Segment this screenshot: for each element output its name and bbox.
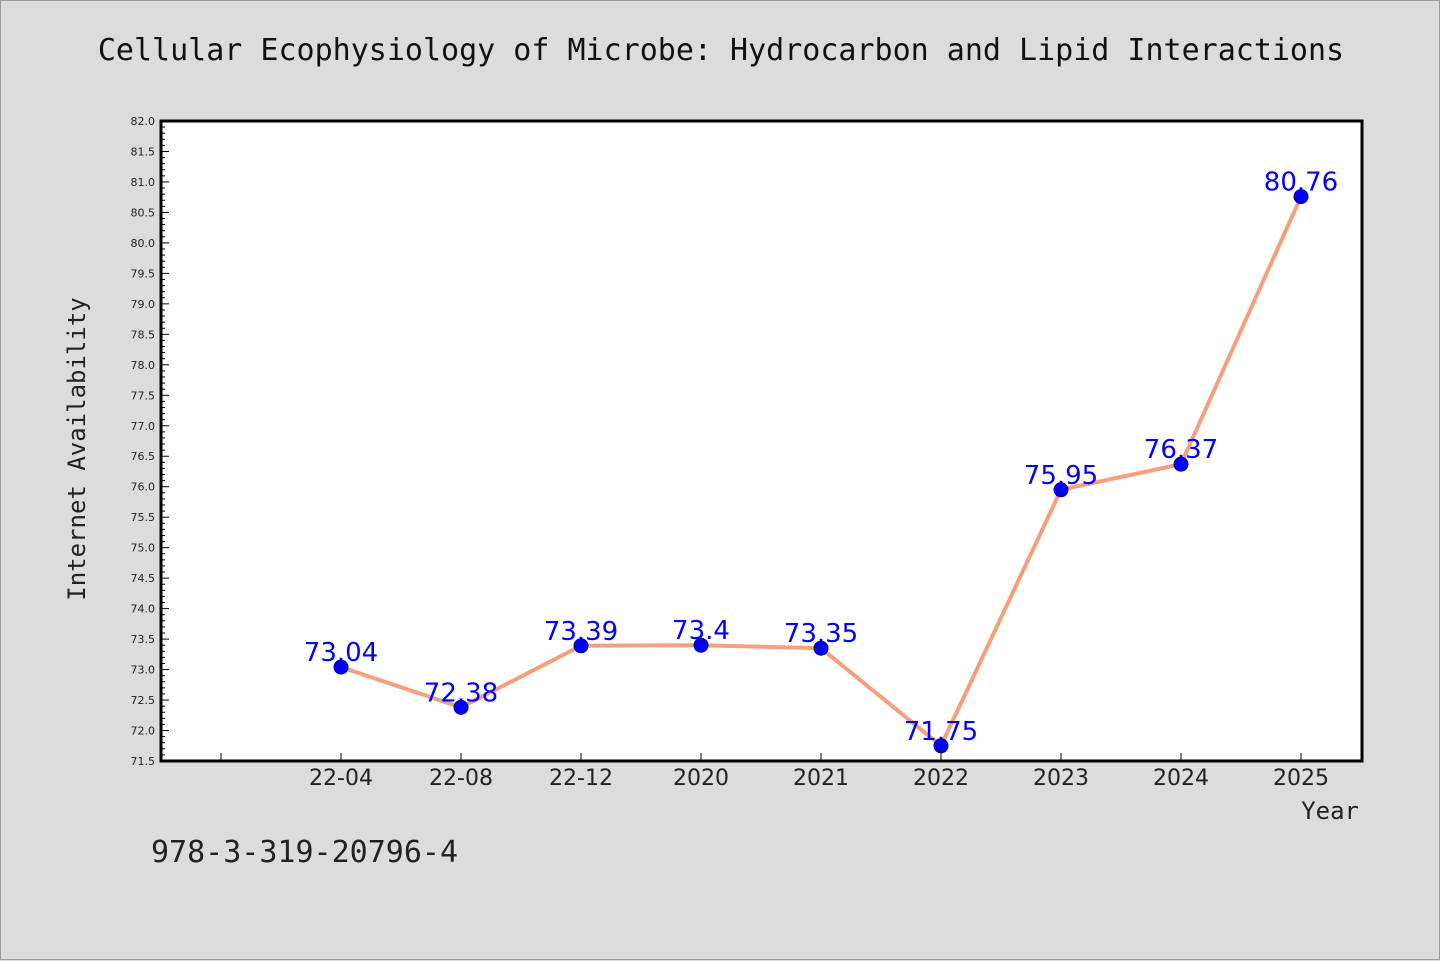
y-tick-label: 72.5 bbox=[131, 694, 156, 707]
x-tick-label: 2025 bbox=[1273, 766, 1329, 791]
y-tick-label: 78.0 bbox=[131, 359, 156, 372]
x-tick-label: 22-04 bbox=[309, 766, 373, 791]
data-point bbox=[333, 659, 349, 675]
data-point bbox=[933, 738, 949, 754]
y-tick-label: 77.0 bbox=[131, 420, 156, 433]
x-tick-label: 2024 bbox=[1153, 766, 1209, 791]
y-tick-label: 77.5 bbox=[131, 389, 156, 402]
y-tick-label: 79.0 bbox=[131, 298, 156, 311]
plot-area bbox=[159, 119, 1364, 763]
data-label: 76.37 bbox=[1144, 435, 1218, 465]
data-point bbox=[693, 637, 709, 653]
y-tick-label: 78.5 bbox=[131, 328, 156, 341]
data-point bbox=[573, 638, 589, 654]
y-tick-label: 82.0 bbox=[131, 115, 156, 128]
x-tick-label: 22-08 bbox=[429, 766, 493, 791]
data-point bbox=[453, 699, 469, 715]
y-tick-label: 76.0 bbox=[131, 481, 156, 494]
data-label: 73.04 bbox=[304, 638, 378, 668]
y-tick-label: 75.0 bbox=[131, 542, 156, 555]
y-tick-label: 72.0 bbox=[131, 725, 156, 738]
data-label: 73.39 bbox=[544, 617, 618, 647]
y-tick-label: 80.0 bbox=[131, 237, 156, 250]
x-tick-label: 2023 bbox=[1033, 766, 1089, 791]
x-tick-label: 2022 bbox=[913, 766, 969, 791]
y-tick-label: 73.0 bbox=[131, 664, 156, 677]
data-label: 75.95 bbox=[1024, 461, 1098, 491]
y-tick-label: 74.5 bbox=[131, 572, 156, 585]
data-label: 80.76 bbox=[1264, 168, 1338, 198]
y-tick-label: 80.5 bbox=[131, 206, 156, 219]
data-point bbox=[1173, 456, 1189, 472]
data-point bbox=[1293, 189, 1309, 205]
data-label: 71.75 bbox=[904, 717, 978, 747]
data-label: 73.35 bbox=[784, 619, 858, 649]
chart-title: Cellular Ecophysiology of Microbe: Hydro… bbox=[97, 33, 1345, 68]
y-tick-label: 75.5 bbox=[131, 511, 156, 524]
data-label: 72.38 bbox=[424, 678, 498, 708]
x-tick-label: 2021 bbox=[793, 766, 849, 791]
data-label: 73.4 bbox=[672, 616, 730, 646]
data-point bbox=[1053, 482, 1069, 498]
x-axis-label: Year bbox=[1301, 797, 1359, 825]
x-tick-label: 22-12 bbox=[549, 766, 613, 791]
y-tick-label: 73.5 bbox=[131, 633, 156, 646]
y-tick-label: 81.5 bbox=[131, 145, 156, 158]
y-tick-label: 76.5 bbox=[131, 450, 156, 463]
y-tick-label: 74.0 bbox=[131, 603, 156, 616]
y-tick-label: 81.0 bbox=[131, 176, 156, 189]
data-point bbox=[813, 640, 829, 656]
x-tick-label: 2020 bbox=[673, 766, 729, 791]
y-tick-label: 79.5 bbox=[131, 267, 156, 280]
y-tick-label: 71.5 bbox=[131, 755, 156, 768]
isbn-code: 978-3-319-20796-4 bbox=[151, 835, 459, 870]
